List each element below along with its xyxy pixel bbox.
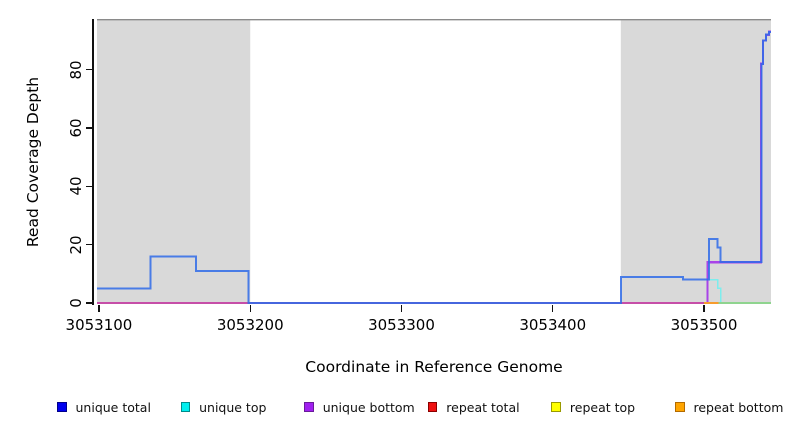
x-tick: [703, 305, 705, 312]
legend-item-unique-total: unique total: [57, 398, 151, 416]
x-tick: [98, 305, 100, 312]
legend-label: repeat total: [446, 399, 520, 415]
x-tick-label: 3053500: [670, 316, 738, 334]
legend-label: unique top: [199, 399, 267, 415]
legend-swatch-icon: [304, 402, 314, 412]
shaded-region-0: [97, 20, 251, 304]
legend-swatch-icon: [427, 402, 438, 412]
x-tick-label: 3053300: [368, 316, 435, 334]
y-tick: [86, 302, 93, 304]
legend-swatch-icon: [551, 402, 561, 412]
y-tick: [86, 69, 93, 71]
legend-item-repeat-total: repeat total: [427, 398, 520, 416]
plot-area: [97, 19, 771, 305]
legend-swatch-icon: [57, 402, 67, 412]
legend-label: unique bottom: [322, 399, 415, 415]
legend-label: repeat top: [569, 399, 636, 415]
x-tick: [249, 305, 251, 312]
x-axis-title: Coordinate in Reference Genome: [305, 358, 563, 376]
legend-label: unique total: [75, 399, 151, 415]
shaded-region-1: [620, 20, 771, 304]
x-tick-label: 3053100: [65, 316, 133, 334]
y-axis-line: [92, 19, 94, 305]
legend-swatch-icon: [675, 402, 685, 412]
x-tick-label: 3053400: [519, 316, 587, 334]
y-tick: [86, 127, 93, 129]
legend-label: repeat bottom: [693, 399, 784, 415]
legend-item-unique-top: unique top: [180, 398, 267, 416]
legend-item-repeat-bottom: repeat bottom: [675, 398, 783, 416]
x-tick: [400, 305, 403, 312]
y-tick: [86, 185, 93, 187]
series-line-unique-total: [97, 30, 771, 304]
y-tick: [86, 244, 93, 246]
legend-swatch-icon: [180, 402, 191, 412]
legend-item-repeat-top: repeat top: [551, 398, 635, 416]
x-tick-label: 3053200: [216, 316, 284, 334]
legend-item-unique-bottom: unique bottom: [304, 398, 415, 416]
x-tick: [552, 305, 554, 312]
